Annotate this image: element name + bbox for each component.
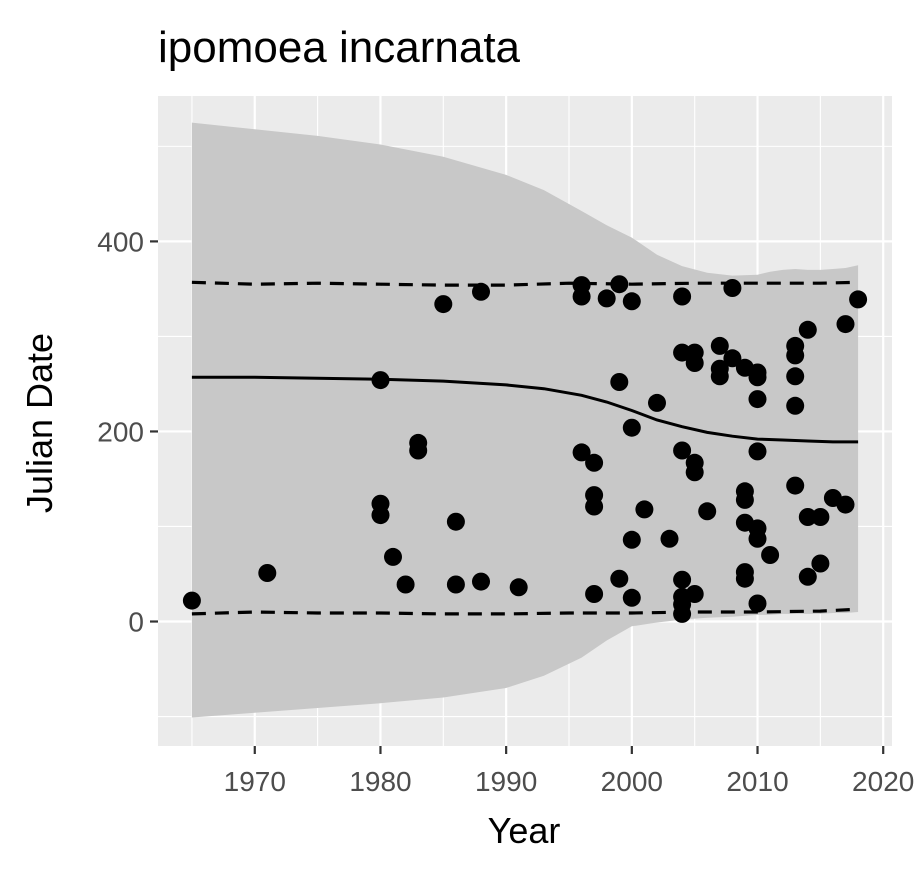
plot-panel (158, 96, 892, 746)
x-tick-label: 1980 (349, 766, 411, 797)
x-tick-label: 2020 (852, 766, 914, 797)
data-point (622, 418, 641, 437)
data-point (723, 279, 742, 297)
data-point (811, 554, 830, 573)
data-point (572, 287, 591, 306)
data-point (836, 315, 855, 334)
x-axis: 1970 1980 1990 2000 2010 2020 (224, 746, 914, 797)
data-point (748, 442, 767, 461)
data-point (258, 564, 277, 582)
y-tick-label: 0 (128, 607, 144, 638)
confidence-ribbon (191, 122, 859, 718)
data-point (660, 529, 679, 548)
data-point (673, 287, 692, 306)
data-point (371, 506, 390, 525)
data-point (610, 275, 629, 294)
data-point (472, 572, 490, 591)
data-point (635, 500, 654, 519)
dashed-lower-bound (191, 607, 859, 616)
data-point (786, 396, 805, 415)
data-point (371, 371, 390, 390)
data-point (384, 547, 402, 566)
data-point (472, 282, 490, 301)
y-axis: 0 200 400 (97, 226, 158, 638)
data-point (748, 529, 767, 548)
data-point (673, 570, 692, 589)
data-point (786, 476, 805, 495)
data-point (673, 604, 692, 623)
data-point (585, 585, 604, 603)
y-tick-label: 400 (97, 226, 144, 257)
data-point (786, 346, 805, 365)
data-point (723, 349, 742, 368)
data-point (509, 578, 528, 597)
data-point (622, 530, 641, 549)
data-point (849, 290, 868, 309)
y-tick-label: 200 (97, 416, 144, 447)
data-points (182, 275, 868, 623)
data-point (434, 295, 453, 314)
data-point (622, 292, 641, 311)
data-point (673, 343, 692, 362)
data-point (446, 575, 465, 594)
x-axis-title: Year (488, 810, 561, 851)
y-axis-title: Julian Date (19, 333, 60, 513)
data-point (182, 591, 201, 610)
data-point (673, 441, 692, 460)
data-point (735, 490, 754, 509)
data-point (798, 320, 817, 339)
data-point (648, 393, 666, 412)
data-point (585, 453, 604, 472)
data-point (698, 502, 717, 521)
data-point (610, 373, 629, 391)
data-point (798, 567, 817, 586)
data-point (836, 495, 855, 514)
data-point (597, 289, 616, 308)
data-point (748, 390, 767, 409)
chart-title: ipomoea incarnata (158, 23, 521, 72)
data-point (761, 546, 780, 564)
data-point (685, 463, 704, 482)
data-point (396, 575, 415, 594)
data-point (409, 441, 428, 460)
data-point (610, 569, 629, 588)
x-tick-label: 2000 (601, 766, 663, 797)
x-tick-label: 1990 (475, 766, 537, 797)
data-point (735, 569, 754, 588)
data-point (685, 585, 704, 603)
data-point (572, 443, 591, 462)
data-point (710, 336, 729, 355)
data-point (786, 367, 805, 386)
dashed-upper-bound (191, 280, 859, 287)
data-point (798, 508, 817, 526)
data-point (710, 367, 729, 386)
data-point (811, 508, 830, 526)
data-point (622, 588, 641, 607)
data-point (748, 368, 767, 387)
data-point (748, 594, 767, 613)
data-point (685, 354, 704, 372)
x-tick-label: 1970 (224, 766, 286, 797)
x-tick-label: 2010 (726, 766, 788, 797)
data-point (585, 497, 604, 516)
data-point (446, 512, 465, 531)
